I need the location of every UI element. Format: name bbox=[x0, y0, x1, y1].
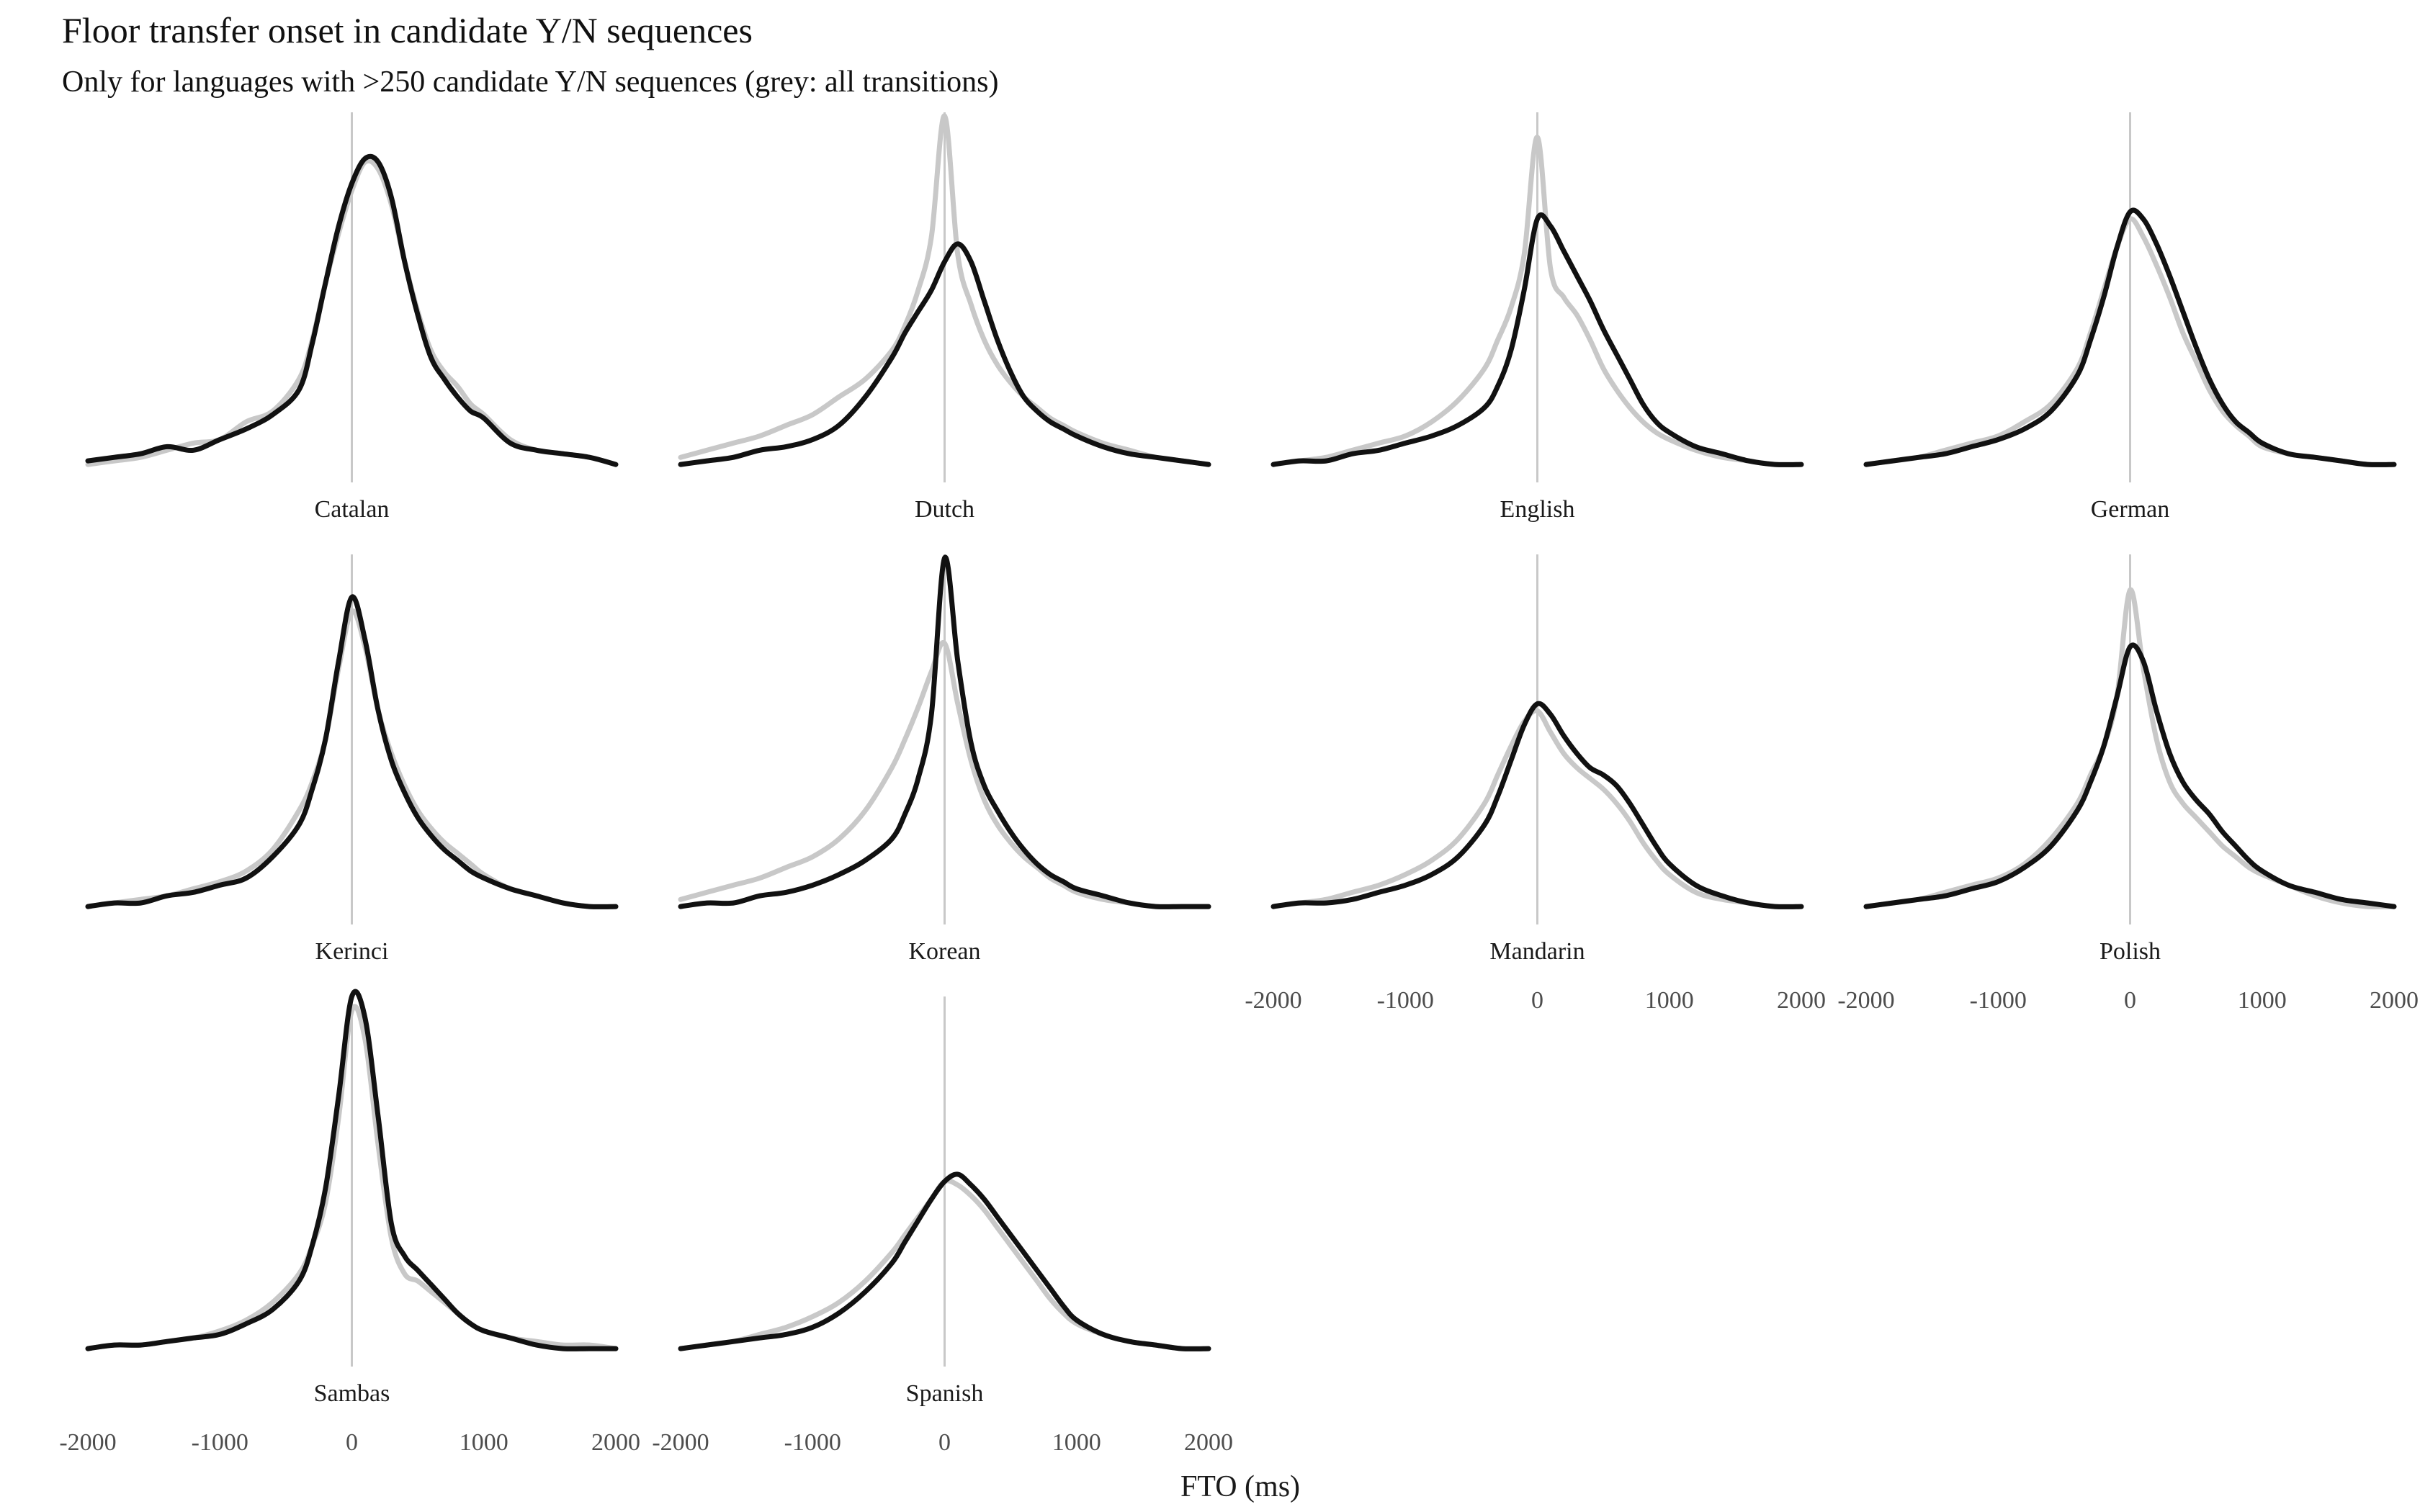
panel-spanish: Spanish -2000 -1000 0 1000 2000 bbox=[652, 996, 1233, 1456]
x-tick-label: 2000 bbox=[1777, 987, 1826, 1014]
x-tick-label: 2000 bbox=[591, 1429, 640, 1456]
panel-label: Catalan bbox=[315, 496, 390, 523]
all-transitions-density-line bbox=[678, 113, 1211, 467]
chart-subtitle: Only for languages with >250 candidate Y… bbox=[62, 66, 999, 99]
panel-english: English bbox=[1270, 112, 1804, 523]
panel-label: Korean bbox=[908, 938, 980, 965]
panel-korean: Korean bbox=[678, 554, 1211, 965]
chart-title: Floor transfer onset in candidate Y/N se… bbox=[62, 10, 753, 50]
candidate-yn-density-line bbox=[1863, 642, 2397, 909]
candidate-yn-density-line bbox=[85, 989, 619, 1351]
panel-mandarin: Mandarin -2000 -1000 0 1000 2000 bbox=[1245, 554, 1826, 1014]
x-tick-label: 1000 bbox=[1645, 987, 1694, 1014]
x-tick-label: -1000 bbox=[784, 1429, 841, 1456]
candidate-yn-density-line bbox=[678, 241, 1211, 467]
x-tick-label: 1000 bbox=[1052, 1429, 1101, 1456]
panel-label: Polish bbox=[2099, 938, 2161, 965]
candidate-yn-density-line bbox=[678, 1171, 1211, 1351]
x-tick-label: 1000 bbox=[2238, 987, 2287, 1014]
x-tick-label: 2000 bbox=[1184, 1429, 1233, 1456]
x-tick-label: 0 bbox=[1531, 987, 1543, 1014]
x-tick-label: -2000 bbox=[59, 1429, 116, 1456]
panel-dutch: Dutch bbox=[678, 112, 1211, 523]
x-tick-label: 1000 bbox=[460, 1429, 508, 1456]
panel-label: Kerinci bbox=[315, 938, 389, 965]
x-tick-label: -2000 bbox=[652, 1429, 709, 1456]
panel-kerinci: Kerinci bbox=[85, 554, 619, 965]
panel-polish: Polish -2000 -1000 0 1000 2000 bbox=[1837, 554, 2419, 1014]
all-transitions-density-line bbox=[1270, 708, 1804, 909]
x-tick-label: 2000 bbox=[2370, 987, 2419, 1014]
panel-german: German bbox=[1863, 112, 2397, 523]
panel-label: English bbox=[1500, 496, 1575, 523]
x-tick-label: -2000 bbox=[1245, 987, 1301, 1014]
x-tick-label: -1000 bbox=[1970, 987, 2027, 1014]
panel-label: Dutch bbox=[915, 496, 974, 523]
candidate-yn-density-line bbox=[1270, 212, 1804, 467]
candidate-yn-density-line bbox=[1270, 701, 1804, 909]
panel-label: Mandarin bbox=[1489, 938, 1585, 965]
all-transitions-density-line bbox=[678, 639, 1211, 909]
panel-sambas: Sambas -2000 -1000 0 1000 2000 bbox=[59, 989, 640, 1456]
candidate-yn-density-line bbox=[85, 594, 619, 909]
panel-catalan: Catalan bbox=[85, 112, 619, 523]
x-tick-label: -1000 bbox=[192, 1429, 248, 1456]
panel-label: German bbox=[2091, 496, 2170, 523]
panel-label: Spanish bbox=[906, 1380, 984, 1407]
candidate-yn-density-line bbox=[678, 554, 1211, 909]
x-tick-label: 0 bbox=[2124, 987, 2136, 1014]
x-tick-label: 0 bbox=[346, 1429, 358, 1456]
panel-label: Sambas bbox=[314, 1380, 390, 1407]
x-axis-title: FTO (ms) bbox=[1180, 1470, 1300, 1503]
all-transitions-density-line bbox=[1270, 135, 1804, 467]
x-tick-label: -2000 bbox=[1837, 987, 1894, 1014]
candidate-yn-density-line bbox=[85, 153, 619, 467]
x-tick-label: -1000 bbox=[1377, 987, 1434, 1014]
candidate-yn-density-line bbox=[1863, 207, 2397, 467]
x-tick-label: 0 bbox=[938, 1429, 951, 1456]
